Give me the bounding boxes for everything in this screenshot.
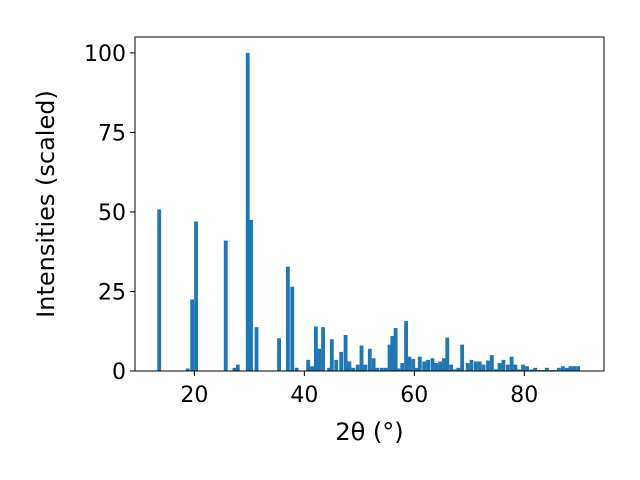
bar	[497, 363, 502, 371]
bar	[232, 367, 237, 371]
bar	[486, 360, 490, 371]
bar	[452, 369, 457, 371]
x-axis-label: 2θ (°)	[335, 418, 403, 446]
bar	[445, 337, 450, 371]
x-tick-label: 20	[180, 383, 208, 408]
bar	[249, 219, 253, 371]
bar	[438, 361, 443, 371]
bar	[310, 366, 314, 371]
bar	[430, 358, 435, 371]
bar	[351, 367, 356, 371]
bar	[290, 286, 295, 371]
y-tick-label: 75	[98, 121, 126, 146]
bar	[414, 367, 419, 371]
bar	[560, 366, 565, 371]
x-tick-label: 60	[400, 383, 428, 408]
bar	[396, 368, 401, 371]
bar	[422, 361, 427, 371]
bar	[157, 209, 162, 371]
bar	[411, 358, 416, 371]
bar	[347, 361, 352, 371]
bar	[426, 359, 430, 371]
bar	[375, 367, 380, 371]
bar	[343, 335, 348, 371]
bar	[306, 359, 311, 371]
y-tick-label: 50	[98, 201, 126, 226]
bar	[473, 361, 478, 371]
y-tick-label: 0	[112, 360, 126, 385]
bar	[355, 364, 360, 371]
bar	[544, 367, 549, 371]
bar	[505, 364, 510, 371]
bar	[339, 351, 344, 371]
bar	[434, 363, 439, 371]
bar	[407, 356, 412, 371]
bar	[254, 327, 259, 371]
bar	[517, 369, 522, 371]
bar	[379, 367, 384, 371]
x-tick-label: 80	[510, 383, 538, 408]
bar	[442, 358, 446, 371]
bar	[576, 366, 581, 371]
bar	[529, 369, 534, 371]
bar	[525, 366, 529, 371]
bar	[469, 359, 474, 371]
x-tick-label: 40	[290, 383, 318, 408]
bar	[456, 367, 461, 371]
plot-frame	[134, 36, 605, 372]
y-tick-label: 100	[84, 42, 126, 67]
x-axis-ticks: 20 40 60 80	[180, 371, 538, 408]
bar	[285, 266, 290, 371]
bar	[245, 52, 250, 372]
bar	[521, 364, 526, 371]
bar	[327, 367, 332, 371]
bar	[417, 356, 422, 371]
bar	[190, 299, 195, 371]
bar	[387, 344, 392, 371]
bar	[489, 355, 494, 371]
bar	[556, 367, 561, 371]
bar	[329, 339, 334, 371]
y-axis-ticks: 0 25 50 75 100	[84, 42, 135, 385]
bar	[460, 344, 465, 371]
bar	[568, 366, 573, 371]
bar	[359, 345, 364, 371]
y-axis-label: Intensities (scaled)	[32, 90, 60, 318]
bar-series	[157, 52, 581, 372]
bar	[393, 328, 398, 371]
bar	[564, 367, 569, 371]
bar	[493, 369, 498, 371]
bar	[367, 348, 372, 371]
bar	[294, 367, 299, 371]
bar	[371, 358, 376, 371]
bar	[477, 361, 482, 371]
y-tick-label: 25	[98, 280, 126, 305]
bar	[194, 221, 198, 371]
bar	[509, 356, 514, 371]
bar	[334, 359, 339, 371]
bar	[185, 368, 190, 371]
bar	[321, 327, 325, 371]
bar	[481, 364, 486, 371]
bar	[465, 363, 470, 371]
bar	[313, 326, 318, 371]
bar	[533, 367, 538, 371]
bar	[363, 364, 368, 371]
bar	[501, 359, 506, 371]
bar	[400, 363, 405, 371]
bar	[572, 366, 577, 371]
bar	[449, 364, 454, 371]
bar	[277, 338, 281, 371]
bar	[317, 348, 322, 371]
bar	[223, 240, 228, 371]
bar	[513, 364, 518, 371]
bar	[235, 364, 240, 371]
bar	[390, 336, 395, 371]
bar	[383, 367, 388, 371]
bar	[404, 321, 408, 371]
